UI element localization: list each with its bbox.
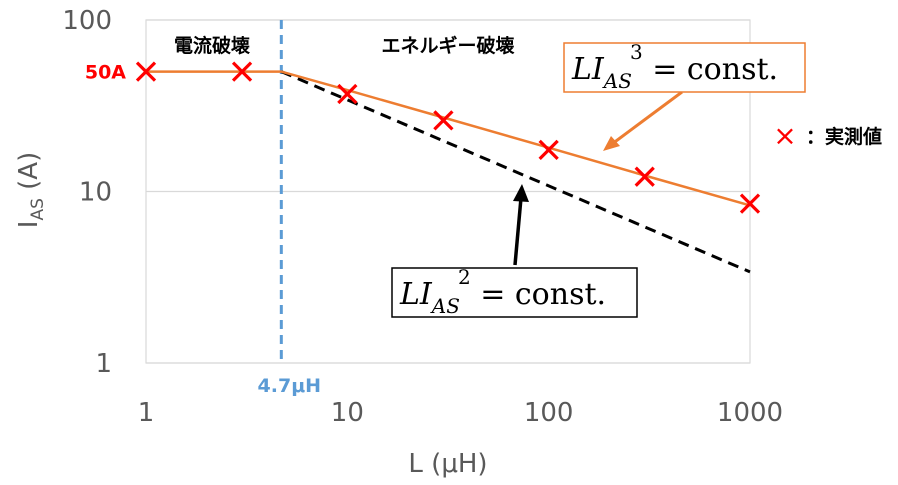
black-callout-arrow: [513, 197, 523, 266]
legend-marker: ×: [773, 119, 796, 152]
y-axis-title-sub: AS: [28, 198, 48, 220]
data-point-marker-5: [634, 166, 655, 187]
x-tick-label-0: 1: [138, 398, 155, 428]
series-markers: [135, 61, 761, 214]
threshold-label: 4.7μH: [258, 375, 322, 397]
x-axis-title: L (μH): [408, 449, 487, 479]
gridlines: [146, 19, 750, 364]
region-label-current: 電流破壊: [174, 34, 251, 57]
equation-cubic: LIAS3 = const.: [571, 40, 778, 93]
x-tick-labels: 1 10 100 1000: [138, 398, 783, 428]
x-tick-label-2: 100: [524, 398, 574, 428]
series-dashed-line: [280, 70, 751, 274]
equation-square: LIAS2 = const.: [399, 265, 606, 318]
black-callout-arrowhead: [513, 184, 529, 202]
data-point-marker-2: [337, 83, 358, 105]
region-label-energy: エネルギー破壊: [381, 35, 515, 57]
y-axis-title-main: I: [14, 221, 44, 229]
data-point-marker-6: [739, 193, 761, 214]
y-axis-title: IAS (A): [14, 152, 48, 228]
x-tick-label-3: 1000: [717, 398, 783, 428]
y-axis-title-unit: (A): [14, 152, 44, 198]
orange-callout-arrow: [611, 90, 683, 146]
data-point-marker-4: [538, 139, 559, 160]
x-tick-label-1: 10: [331, 398, 364, 428]
data-point-marker-3: [433, 110, 454, 131]
orange-callout-arrowhead: [603, 136, 620, 151]
equation-box-cubic: [563, 42, 806, 93]
current-limit-label: 50A: [85, 62, 126, 84]
data-point-marker-0: [135, 61, 157, 82]
y-tick-label-2: 1: [95, 349, 112, 379]
y-tick-label-1: 10: [79, 178, 112, 208]
y-tick-labels: 100 10 1: [62, 6, 112, 379]
equation-box-square: [391, 267, 638, 318]
legend-label: ：実測値: [806, 125, 882, 148]
data-point-marker-1: [231, 61, 253, 82]
y-tick-label-0: 100: [62, 6, 112, 36]
